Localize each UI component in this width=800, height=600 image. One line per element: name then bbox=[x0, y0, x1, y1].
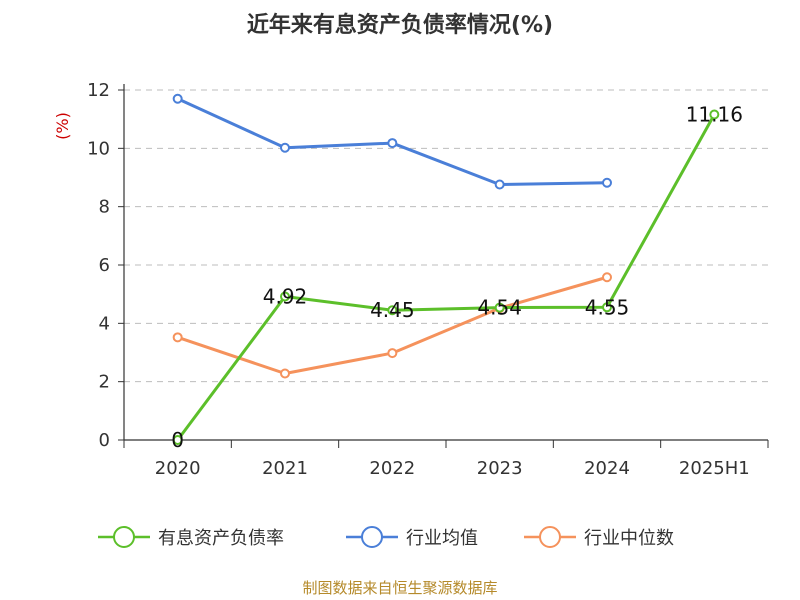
y-tick-label: 6 bbox=[99, 255, 110, 276]
x-tick-label: 2025H1 bbox=[679, 458, 750, 479]
data-point[interactable] bbox=[602, 272, 612, 283]
data-point[interactable] bbox=[709, 109, 720, 120]
data-point[interactable] bbox=[172, 435, 183, 445]
legend-marker bbox=[361, 526, 383, 548]
data-label: 0 bbox=[171, 428, 184, 452]
data-point[interactable] bbox=[387, 305, 398, 316]
data-point[interactable] bbox=[387, 138, 398, 149]
legend-item-2[interactable]: 行业中位数 bbox=[524, 526, 674, 549]
data-point[interactable] bbox=[172, 93, 183, 104]
data-point[interactable] bbox=[387, 348, 398, 359]
data-label: 4.92 bbox=[263, 285, 308, 309]
legend-label: 有息资产负债率 bbox=[158, 528, 284, 549]
chart-title: 近年来有息资产负债率情况(%) bbox=[247, 12, 553, 38]
data-labels: 0 4.92 4.45 4.54 4.55 11.16 bbox=[171, 103, 743, 453]
data-point[interactable] bbox=[602, 302, 612, 313]
data-point[interactable] bbox=[602, 177, 612, 188]
legend-item-1[interactable]: 行业均值 bbox=[346, 526, 478, 549]
data-point[interactable] bbox=[494, 302, 505, 313]
data-point[interactable] bbox=[280, 368, 290, 379]
series-line-2 bbox=[177, 275, 608, 375]
data-point[interactable] bbox=[280, 291, 290, 302]
legend-marker bbox=[539, 526, 561, 548]
series-line-0 bbox=[176, 113, 716, 441]
data-label: 11.16 bbox=[686, 103, 743, 127]
data-point[interactable] bbox=[494, 179, 505, 190]
data-point[interactable] bbox=[172, 332, 183, 343]
x-tick-label: 2020 bbox=[155, 458, 201, 479]
data-label: 4.54 bbox=[477, 296, 522, 320]
y-tick-label: 12 bbox=[87, 80, 110, 101]
grid bbox=[124, 89, 768, 383]
legend-label: 行业均值 bbox=[406, 528, 478, 549]
x-tick-label: 2021 bbox=[262, 458, 308, 479]
y-axis-unit: (%) bbox=[53, 112, 72, 140]
legend[interactable]: 有息资产负债率 行业均值 行业中位数 bbox=[98, 526, 674, 549]
y-tick-label: 10 bbox=[87, 138, 110, 159]
source-note: 制图数据来自恒生聚源数据库 bbox=[302, 579, 497, 597]
y-tick-label: 4 bbox=[99, 313, 110, 334]
x-tick-label: 2024 bbox=[584, 458, 630, 479]
legend-label: 行业中位数 bbox=[584, 528, 674, 549]
legend-marker bbox=[113, 526, 135, 548]
data-point[interactable] bbox=[280, 142, 290, 153]
series-layer bbox=[172, 93, 720, 445]
y-tick-label: 0 bbox=[99, 430, 110, 451]
axes: 0 2 4 6 8 10 12 2020 2021 2022 2023 2024 2025H1 bbox=[87, 80, 769, 479]
data-label: 4.55 bbox=[585, 295, 630, 319]
y-tick-label: 8 bbox=[99, 197, 110, 218]
legend-item-0[interactable]: 有息资产负债率 bbox=[98, 526, 284, 549]
y-tick-label: 2 bbox=[99, 372, 110, 393]
x-tick-label: 2023 bbox=[477, 458, 523, 479]
data-label: 4.45 bbox=[370, 298, 415, 322]
x-tick-label: 2022 bbox=[369, 458, 415, 479]
